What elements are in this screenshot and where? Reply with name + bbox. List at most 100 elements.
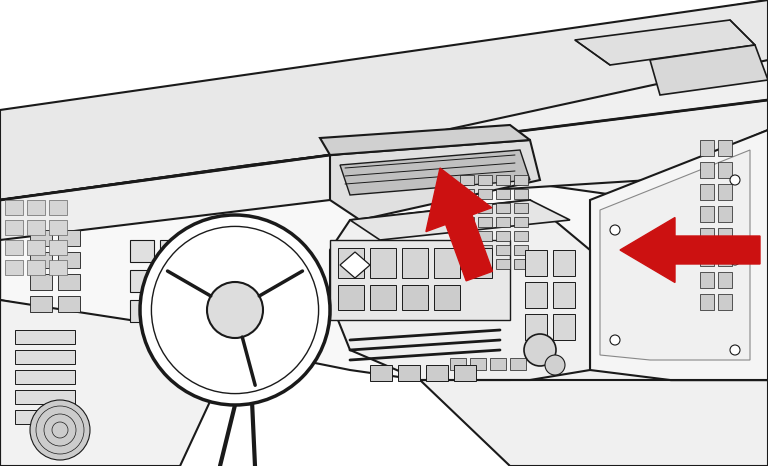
Polygon shape (650, 45, 768, 95)
Bar (5, 260, 23, 275)
Bar (514, 231, 528, 241)
Bar (514, 175, 528, 185)
Polygon shape (620, 218, 760, 282)
Bar (58, 274, 80, 290)
Bar (496, 259, 510, 269)
Bar (460, 231, 474, 241)
Circle shape (610, 335, 620, 345)
Bar (160, 270, 184, 292)
Polygon shape (575, 20, 755, 65)
Polygon shape (600, 150, 750, 360)
Bar (130, 300, 154, 322)
Bar (700, 228, 714, 244)
Bar (27, 240, 45, 255)
Bar (30, 230, 52, 246)
Bar (398, 365, 420, 381)
Bar (15, 350, 75, 364)
Bar (58, 296, 80, 312)
Circle shape (730, 345, 740, 355)
Bar (49, 260, 67, 275)
Bar (478, 231, 492, 241)
Bar (496, 245, 510, 255)
Polygon shape (340, 150, 530, 195)
Bar (460, 203, 474, 213)
Bar (553, 250, 575, 276)
Polygon shape (0, 0, 768, 200)
Bar (525, 250, 547, 276)
Bar (370, 285, 396, 310)
Bar (514, 203, 528, 213)
Bar (450, 358, 466, 370)
Bar (718, 184, 732, 200)
Bar (434, 285, 460, 310)
Bar (460, 245, 474, 255)
Bar (434, 248, 460, 278)
Bar (27, 200, 45, 215)
Bar (460, 259, 474, 269)
Bar (49, 240, 67, 255)
Bar (525, 282, 547, 308)
Bar (514, 189, 528, 199)
Bar (426, 365, 448, 381)
Bar (30, 296, 52, 312)
Circle shape (610, 225, 620, 235)
Bar (496, 217, 510, 227)
Polygon shape (590, 130, 768, 380)
Bar (700, 184, 714, 200)
Bar (330, 240, 510, 320)
Polygon shape (0, 200, 220, 466)
Polygon shape (320, 125, 530, 155)
Circle shape (30, 400, 90, 460)
Circle shape (524, 334, 556, 366)
Bar (338, 285, 364, 310)
Bar (460, 189, 474, 199)
Polygon shape (350, 200, 570, 240)
Bar (718, 206, 732, 222)
Bar (15, 370, 75, 384)
Circle shape (730, 255, 740, 265)
Bar (490, 358, 506, 370)
Bar (700, 294, 714, 310)
Bar (15, 390, 75, 404)
Bar (478, 217, 492, 227)
Bar (460, 175, 474, 185)
Bar (478, 259, 492, 269)
Bar (49, 200, 67, 215)
Circle shape (140, 215, 330, 405)
Bar (478, 175, 492, 185)
Bar (15, 330, 75, 344)
Bar (514, 217, 528, 227)
Bar (5, 220, 23, 235)
Bar (338, 248, 364, 278)
Bar (553, 314, 575, 340)
Bar (460, 217, 474, 227)
Bar (718, 294, 732, 310)
Bar (370, 365, 392, 381)
Bar (30, 274, 52, 290)
Polygon shape (426, 168, 492, 281)
Bar (58, 252, 80, 268)
Bar (49, 220, 67, 235)
Bar (496, 189, 510, 199)
Bar (5, 240, 23, 255)
Bar (58, 230, 80, 246)
Bar (718, 250, 732, 266)
Bar (27, 220, 45, 235)
Bar (5, 200, 23, 215)
Bar (130, 270, 154, 292)
Bar (718, 140, 732, 156)
Bar (478, 189, 492, 199)
Bar (700, 272, 714, 288)
Bar (15, 410, 75, 424)
Bar (700, 140, 714, 156)
Bar (700, 162, 714, 178)
Bar (700, 206, 714, 222)
Bar (718, 272, 732, 288)
Bar (27, 260, 45, 275)
Circle shape (730, 175, 740, 185)
Bar (402, 285, 428, 310)
Bar (30, 252, 52, 268)
Bar (514, 245, 528, 255)
Bar (130, 240, 154, 262)
Bar (553, 282, 575, 308)
